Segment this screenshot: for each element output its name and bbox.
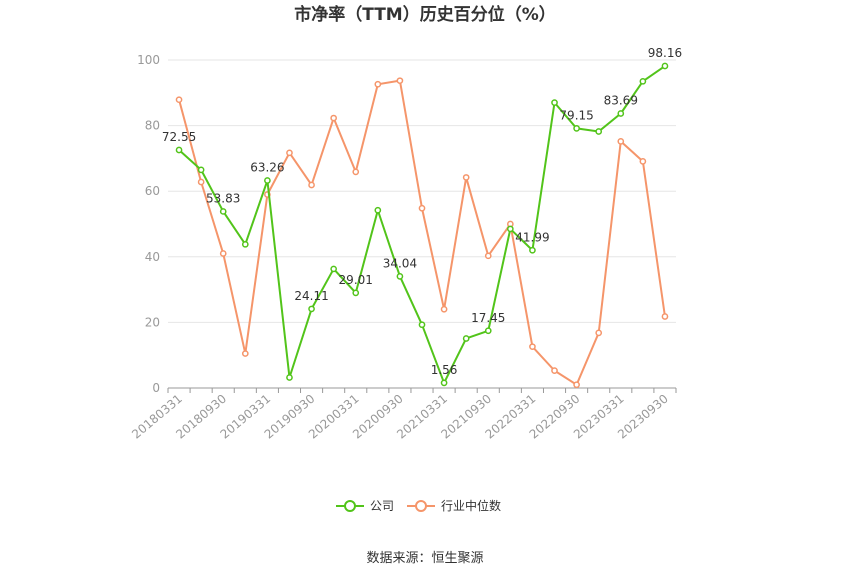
data-label: 53.83 — [206, 191, 240, 205]
data-point — [330, 114, 338, 122]
y-tick-label: 40 — [145, 250, 160, 264]
data-point — [506, 225, 514, 233]
data-point — [529, 343, 536, 351]
data-point — [330, 265, 338, 273]
legend[interactable]: 公司 行业中位数 — [336, 498, 501, 513]
data-label: 1.56 — [431, 363, 458, 377]
chart-title: 市净率（TTM）历史百分位（%） — [294, 4, 556, 25]
legend-label: 公司 — [370, 499, 394, 513]
data-point — [595, 329, 603, 337]
data-point — [286, 374, 293, 381]
grid — [168, 59, 676, 323]
y-tick-label: 20 — [145, 315, 160, 329]
data-point — [374, 80, 382, 88]
series-layer — [175, 62, 669, 389]
legend-swatch-marker — [344, 500, 356, 512]
data-label: 63.26 — [250, 161, 284, 175]
data-point — [264, 177, 271, 184]
data-point — [418, 204, 426, 212]
data-point — [440, 305, 448, 313]
legend-item[interactable]: 行业中位数 — [407, 498, 501, 513]
series-line — [178, 79, 666, 386]
legend-item[interactable]: 公司 — [336, 499, 394, 513]
data-point — [661, 62, 669, 70]
data-point — [374, 206, 382, 214]
legend-label: 行业中位数 — [441, 498, 501, 513]
data-point — [661, 313, 669, 320]
data-label: 34.04 — [383, 256, 417, 270]
data-point — [462, 335, 470, 342]
y-tick-label: 80 — [145, 119, 160, 133]
data-point — [308, 305, 315, 313]
data-point — [595, 128, 603, 135]
y-tick-label: 0 — [152, 381, 160, 395]
data-point — [352, 168, 360, 176]
data-point — [418, 321, 426, 329]
data-label: 24.11 — [294, 289, 328, 303]
data-point — [197, 166, 205, 174]
data-label: 83.69 — [604, 93, 638, 107]
data-point — [440, 379, 448, 387]
data-label: 79.15 — [559, 108, 593, 122]
y-tick-label: 100 — [137, 53, 160, 67]
data-point — [573, 381, 580, 389]
data-point — [462, 174, 470, 181]
data-point — [219, 208, 227, 215]
source-text: 数据来源：恒生聚源 — [366, 551, 483, 566]
data-label: 72.55 — [162, 130, 196, 144]
data-point — [573, 125, 580, 132]
data-label: 98.16 — [648, 46, 682, 60]
data-point — [617, 110, 625, 117]
data-point — [551, 99, 558, 106]
y-tick-label: 60 — [145, 184, 160, 198]
data-point — [197, 178, 205, 186]
data-point — [617, 137, 625, 145]
data-point — [639, 158, 647, 165]
data-label: 41.99 — [515, 230, 549, 244]
data-point — [219, 250, 227, 257]
legend-swatch-marker — [415, 500, 427, 512]
data-point — [175, 146, 183, 154]
data-point — [639, 77, 647, 85]
data-point — [484, 252, 492, 260]
data-point — [308, 181, 315, 189]
data-label: 17.45 — [471, 311, 505, 325]
data-point — [551, 367, 558, 374]
data-point — [352, 289, 360, 297]
data-label: 29.01 — [339, 273, 373, 287]
data-point — [484, 327, 492, 335]
data-point — [286, 149, 293, 157]
axes: 0204060801002018033120180930201903312019… — [129, 53, 677, 442]
data-point — [241, 350, 249, 357]
data-point — [175, 96, 183, 104]
data-point — [241, 240, 249, 248]
data-labels: 72.55 53.83 63.26 24.11 29.01 34.04 1.56 17.45 4… — [162, 46, 682, 377]
data-point — [396, 272, 404, 280]
data-point — [396, 77, 404, 85]
data-point — [529, 246, 536, 254]
